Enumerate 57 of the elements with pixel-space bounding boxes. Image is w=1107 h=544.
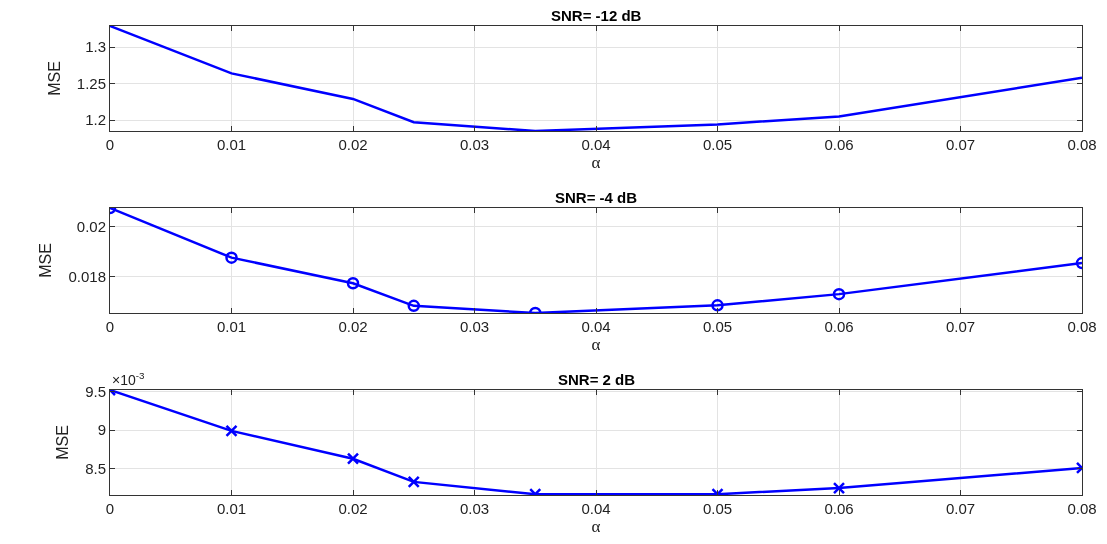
- x-tick-label: 0: [105, 500, 115, 517]
- point: [346, 452, 360, 465]
- x-tick-label: 0.03: [459, 318, 490, 335]
- x-axis-title: α: [591, 153, 601, 173]
- chart-title: SNR= -12 dB: [551, 7, 642, 24]
- x-tick-label: 0.08: [1067, 500, 1097, 517]
- x-tick-label: 0.03: [459, 136, 490, 153]
- point: [407, 299, 420, 313]
- x-tick-label: 0.04: [581, 136, 611, 153]
- x-tick-label: 0.06: [824, 318, 854, 335]
- x-tick-label: 0.04: [581, 318, 611, 335]
- line-series: [110, 390, 1082, 495]
- x-tick-label: 0.08: [1067, 136, 1097, 153]
- x-axis-title: α: [591, 517, 601, 537]
- x-tick-label: 0.06: [824, 500, 854, 517]
- x-tick-label: 0.02: [338, 136, 368, 153]
- x-tick-label: 0.05: [702, 500, 733, 517]
- y-axis-title: MSE: [37, 243, 55, 278]
- point: [346, 276, 360, 290]
- x-tick-label: 0: [105, 136, 115, 153]
- x-tick-label: 0.05: [702, 136, 733, 153]
- x-tick-label: 0.07: [945, 318, 976, 335]
- y-tick-label: 0.02: [76, 217, 106, 235]
- point: [407, 475, 420, 489]
- x-tick-label: 0.01: [216, 136, 247, 153]
- x-tick-label: 0.05: [702, 318, 733, 335]
- x-tick-label: 0.01: [216, 318, 247, 335]
- y-tick-label: 9.5: [85, 382, 106, 400]
- y-axis-title: MSE: [45, 61, 63, 96]
- x-tick-label: 0.08: [1067, 318, 1097, 335]
- x-tick-label: 0: [105, 318, 115, 335]
- y-tick-label: 9: [97, 421, 106, 439]
- line-series: [110, 26, 1082, 131]
- y-tick-label: 8.5: [85, 460, 106, 477]
- x-tick-label: 0.01: [216, 500, 247, 517]
- y-tick-label: 0.018: [68, 267, 106, 285]
- x-tick-label: 0.02: [338, 318, 368, 335]
- x-tick-label: 0.04: [581, 500, 611, 517]
- point: [711, 299, 724, 312]
- point: [225, 424, 238, 438]
- x-tick-label: 0.07: [945, 136, 976, 153]
- chart-title: SNR= 2 dB: [558, 371, 636, 388]
- line-series: [110, 208, 1082, 313]
- chart-title: SNR= -4 dB: [555, 189, 638, 206]
- x-axis-title: α: [591, 335, 601, 355]
- point: [832, 481, 846, 495]
- x-tick-label: 0.06: [824, 136, 854, 153]
- y-axis-title: MSE: [54, 425, 72, 460]
- point: [225, 251, 238, 264]
- y-tick-label: 1.25: [76, 74, 106, 92]
- point: [832, 287, 846, 301]
- x-tick-label: 0.03: [459, 500, 490, 517]
- y-tick-label: 1.3: [85, 38, 106, 56]
- x-tick-label: 0.02: [338, 500, 368, 517]
- text: ×10$^{-3}$: [112, 370, 146, 388]
- y-tick-label: 1.2: [85, 111, 106, 129]
- x-tick-label: 0.07: [945, 500, 976, 517]
